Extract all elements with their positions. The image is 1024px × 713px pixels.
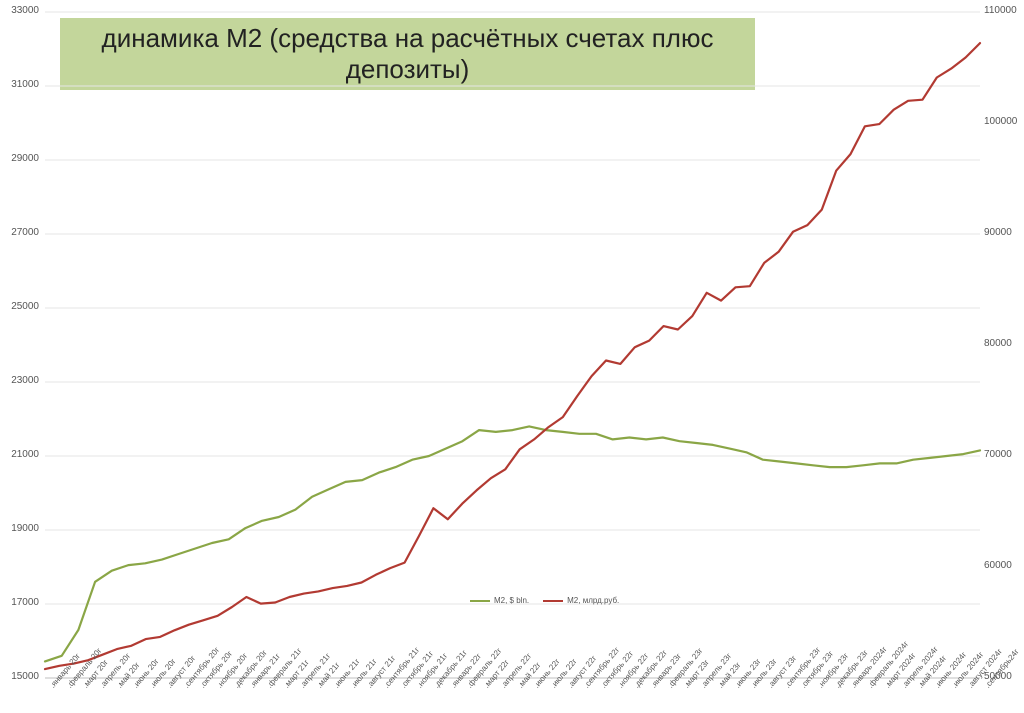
y-left-tick: 19000	[0, 523, 39, 534]
chart-series	[0, 0, 1024, 713]
y-right-tick: 70000	[984, 449, 1012, 460]
y-right-tick: 80000	[984, 338, 1012, 349]
y-left-tick: 23000	[0, 375, 39, 386]
legend-swatch	[470, 600, 490, 602]
legend-swatch	[543, 600, 563, 602]
y-left-tick: 17000	[0, 597, 39, 608]
y-right-tick: 110000	[984, 5, 1017, 16]
legend-label: M2, млрд.руб.	[567, 596, 619, 605]
y-left-tick: 29000	[0, 153, 39, 164]
y-left-tick: 27000	[0, 227, 39, 238]
y-left-tick: 25000	[0, 301, 39, 312]
series-line	[45, 43, 980, 669]
m2-dynamics-chart: динамика М2 (средства на расчётных счета…	[0, 0, 1024, 713]
y-left-tick: 31000	[0, 79, 39, 90]
y-left-tick: 21000	[0, 449, 39, 460]
y-left-tick: 15000	[0, 671, 39, 682]
legend-item: M2, $ bln.	[470, 596, 529, 605]
legend-item: M2, млрд.руб.	[543, 596, 619, 605]
legend-label: M2, $ bln.	[494, 596, 529, 605]
y-right-tick: 60000	[984, 560, 1012, 571]
legend: M2, $ bln. M2, млрд.руб.	[470, 596, 619, 605]
y-left-tick: 33000	[0, 5, 39, 16]
y-right-tick: 100000	[984, 116, 1017, 127]
y-right-tick: 90000	[984, 227, 1012, 238]
